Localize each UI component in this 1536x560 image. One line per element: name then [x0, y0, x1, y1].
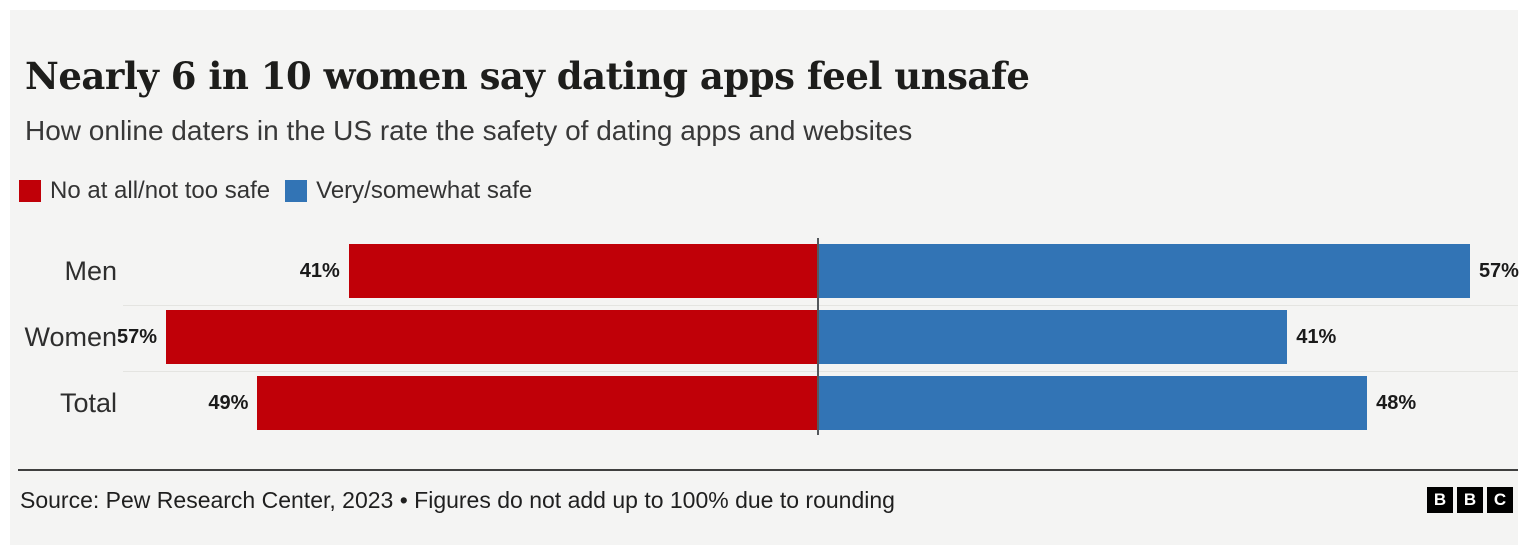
bar-unsafe-total — [257, 376, 817, 430]
legend-item: Very/somewhat safe — [285, 179, 532, 203]
legend-label: Very/somewhat safe — [316, 177, 533, 204]
bar-value-safe-women: 41% — [1296, 326, 1337, 348]
legend-swatch-icon — [285, 180, 308, 202]
diverging-bar-chart: Men 41% 57% Women 57% 41% Total 49% 48% — [10, 238, 1519, 438]
bar-safe-women — [819, 310, 1288, 364]
row-separator — [123, 371, 1518, 372]
bar-unsafe-men — [348, 244, 817, 298]
row-separator — [123, 305, 1518, 306]
bar-value-unsafe-women: 57% — [117, 326, 158, 348]
bar-value-unsafe-total: 49% — [208, 392, 249, 414]
legend-item: No at all/not too safe — [19, 179, 270, 203]
row-label-women: Women — [24, 322, 117, 352]
footer-divider — [18, 469, 1518, 471]
row-label-total: Total — [59, 388, 117, 418]
bbc-logo-block: C — [1487, 487, 1513, 513]
bar-safe-total — [819, 376, 1368, 430]
legend-swatch-icon — [19, 180, 41, 202]
chart-title: Nearly 6 in 10 women say dating apps fee… — [25, 54, 1030, 98]
legend: No at all/not too safe Very/somewhat safe — [19, 179, 532, 203]
bar-value-unsafe-men: 41% — [299, 260, 340, 282]
chart-card: Nearly 6 in 10 women say dating apps fee… — [10, 10, 1519, 545]
bar-value-safe-men: 57% — [1478, 260, 1519, 282]
legend-label: No at all/not too safe — [50, 177, 271, 204]
row-label-men: Men — [64, 256, 117, 286]
source-text: Source: Pew Research Center, 2023 • Figu… — [20, 487, 895, 513]
bar-safe-men — [819, 244, 1470, 298]
center-axis-line — [817, 238, 819, 435]
bbc-logo-block: B — [1427, 487, 1453, 513]
bbc-logo-block: B — [1457, 487, 1483, 513]
bar-unsafe-women — [166, 310, 817, 364]
bar-value-safe-total: 48% — [1376, 392, 1417, 414]
chart-subtitle: How online daters in the US rate the saf… — [25, 115, 913, 146]
